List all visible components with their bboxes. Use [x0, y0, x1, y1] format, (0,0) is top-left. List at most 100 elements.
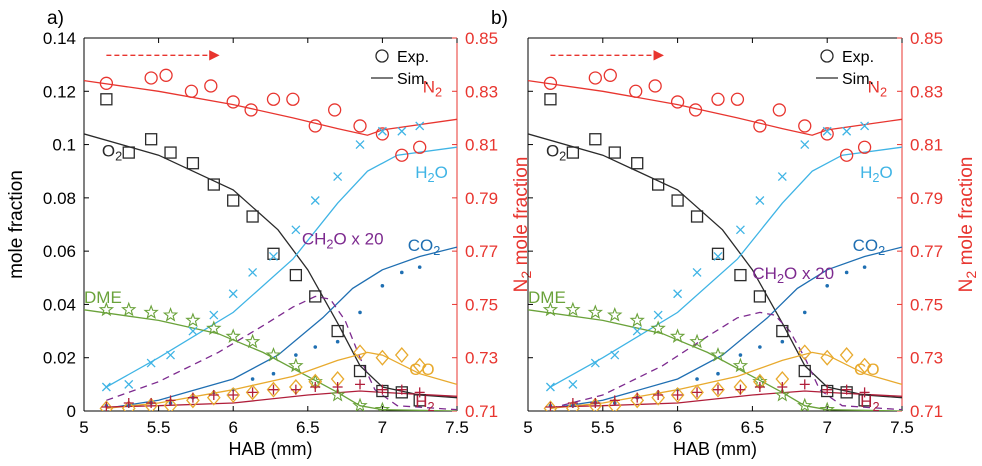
exp-point: [695, 377, 699, 381]
legend-exp-label: Exp.: [842, 49, 874, 66]
exp-point: [672, 390, 683, 401]
exp-point: [753, 290, 767, 303]
y-axis-label: mole fraction: [6, 170, 27, 279]
exp-point: [673, 289, 683, 299]
exp-point: [543, 76, 558, 90]
exp-point: [244, 333, 261, 349]
exp-point: [244, 103, 258, 117]
exp-point: [713, 252, 723, 261]
exp-point: [711, 381, 725, 398]
exp-point: [335, 339, 340, 344]
y2-tick-label: 0.83: [465, 82, 498, 101]
exp-point: [669, 328, 686, 343]
exp-point: [566, 146, 580, 159]
exp-point: [417, 265, 422, 269]
exp-point: [774, 386, 791, 402]
exp-point: [802, 310, 807, 315]
exp-point: [653, 390, 664, 401]
y-tick-label: 0.1: [52, 136, 76, 155]
exp-point: [754, 382, 765, 393]
exp-point: [710, 346, 726, 362]
species-label: CO: [409, 360, 435, 379]
exp-point: [185, 312, 201, 327]
exp-point: [268, 384, 279, 395]
y-tick-label: 0.06: [43, 242, 76, 261]
exp-point: [99, 400, 114, 411]
x-tick-label: 6.5: [741, 418, 765, 437]
sim-line: [106, 295, 457, 411]
exp-point: [670, 95, 685, 109]
exp-point: [209, 310, 219, 320]
exp-point: [820, 349, 835, 366]
exp-point: [648, 79, 662, 93]
x-tick-label: 5.5: [591, 418, 615, 437]
species-label: N2: [868, 78, 887, 100]
exp-point: [267, 247, 280, 260]
exp-point: [689, 333, 705, 349]
exp-point: [144, 133, 158, 146]
legend-exp-marker: [375, 49, 389, 63]
exp-point: [841, 384, 852, 395]
exp-point: [589, 133, 602, 146]
exp-point: [144, 71, 158, 85]
exp-point: [286, 92, 300, 106]
exp-point: [250, 377, 255, 381]
exp-point: [266, 92, 281, 106]
species-label: H2O: [860, 163, 893, 185]
exp-point: [310, 382, 321, 393]
exp-point: [186, 157, 200, 170]
exp-point: [353, 364, 367, 378]
species-label: O2: [546, 142, 566, 164]
exp-point: [590, 358, 600, 368]
exp-point: [375, 127, 390, 141]
y2-tick-label: 0.77: [910, 242, 943, 261]
exp-point: [825, 283, 829, 288]
sim-line: [550, 311, 902, 411]
sim-line: [550, 351, 902, 409]
exp-point: [653, 310, 663, 320]
y2-tick-label: 0.81: [910, 136, 943, 155]
exp-point: [331, 324, 344, 338]
exp-point: [288, 357, 304, 373]
exp-point: [844, 270, 849, 275]
y-tick-label: 0.14: [43, 29, 76, 48]
exp-point: [225, 328, 241, 343]
panel-label: b): [491, 8, 508, 29]
exp-point: [166, 350, 175, 360]
y2-tick-label: 0.71: [910, 402, 943, 421]
exp-point: [607, 307, 623, 322]
exp-point: [204, 79, 218, 93]
exp-point: [333, 172, 343, 182]
exp-point: [730, 92, 745, 106]
exp-point: [310, 196, 320, 205]
exp-point: [566, 400, 580, 411]
species-label: CO2: [853, 236, 886, 258]
exp-point: [607, 397, 622, 411]
sim-line: [84, 133, 457, 399]
exp-point: [207, 178, 220, 191]
exp-point: [271, 371, 276, 376]
sim-line: [106, 351, 457, 409]
exp-point: [208, 390, 219, 401]
y2-tick-label: 0.73: [465, 349, 498, 368]
exp-point: [121, 301, 137, 317]
x-axis-label: HAB (mm): [229, 439, 313, 459]
exp-point: [565, 301, 581, 317]
exp-point: [798, 364, 811, 378]
exp-point: [246, 210, 259, 223]
sim-line: [84, 79, 457, 136]
exp-point: [758, 345, 762, 349]
exp-point: [588, 71, 602, 85]
x-tick-label: 7.5: [890, 418, 914, 437]
sim-line: [550, 390, 902, 408]
y2-axis-label: N2 mole fraction: [956, 157, 980, 293]
exp-point: [822, 384, 833, 395]
exp-point: [799, 379, 810, 390]
y2-tick-label: 0.81: [465, 136, 498, 155]
x-tick-label: 7.5: [445, 418, 469, 437]
exp-point: [394, 347, 409, 364]
exp-point: [542, 301, 559, 317]
exp-point: [735, 384, 746, 395]
exp-point: [777, 172, 787, 182]
exp-point: [608, 146, 621, 159]
